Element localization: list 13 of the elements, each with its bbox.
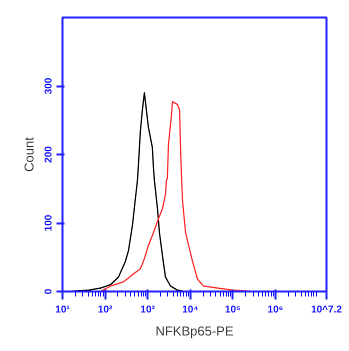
x-tick-label: 10⁴ [182,304,198,316]
x-tick-label: 10⁶ [268,304,284,316]
x-axis-title: NFKBp65-PE [155,324,234,338]
x-tick-label: 10² [98,304,113,316]
y-tick-label: 300 [44,77,54,94]
y-tick-label: 100 [44,214,54,232]
y-tick-label: 200 [44,146,54,163]
y-tick-label: 0 [44,288,54,294]
x-tick-label: 10¹ [55,304,70,316]
y-axis-title: Count [22,136,36,172]
x-tick-label: 10³ [140,304,156,316]
x-tick-label: 10^7.2 [311,304,342,316]
x-tick-label: 10⁵ [224,304,242,316]
